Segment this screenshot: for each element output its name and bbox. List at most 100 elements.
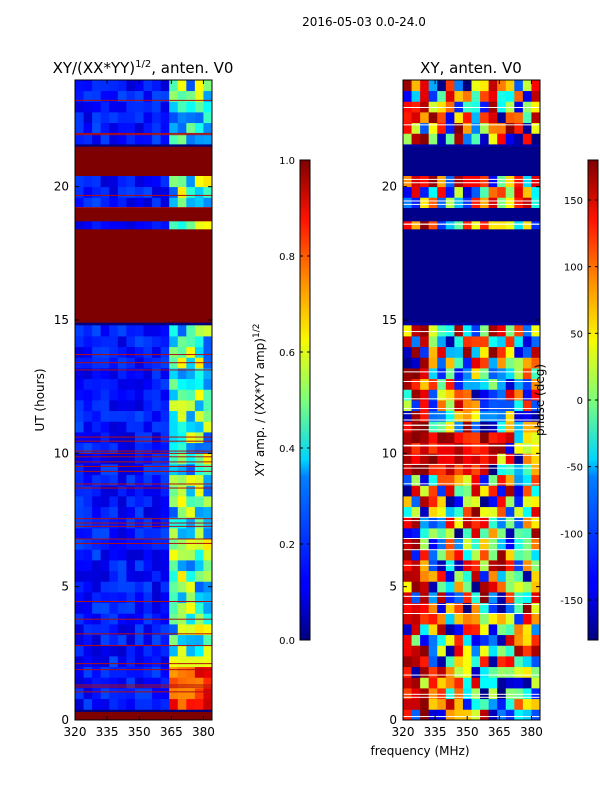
heatmap-cell: [497, 602, 507, 614]
heatmap-cell: [83, 656, 93, 668]
heatmap-cell: [471, 432, 481, 444]
heatmap-cell: [480, 666, 490, 678]
heatmap-cell: [480, 485, 490, 497]
heatmap-cell: [428, 656, 438, 668]
heatmap-cell: [480, 464, 490, 476]
heatmap-cell: [411, 453, 421, 465]
heatmap-cell: [194, 464, 204, 476]
heatmap-cell: [505, 506, 515, 518]
heatmap-cell: [117, 176, 127, 188]
heatmap-cell: [522, 496, 532, 508]
heatmap-cell: [75, 421, 84, 433]
heatmap-cell: [186, 389, 196, 401]
heatmap-cell: [194, 592, 204, 604]
heatmap-cell: [411, 570, 421, 582]
heatmap-cell: [203, 389, 212, 401]
heatmap-cell: [505, 453, 515, 465]
heatmap-cell: [505, 186, 515, 198]
heatmap-cell: [531, 432, 540, 444]
heatmap-cell: [454, 549, 464, 561]
heatmap-cell: [488, 378, 498, 390]
colorbar-tick-label: 50: [570, 329, 583, 340]
heatmap-cell: [531, 400, 540, 412]
flagged-line: [403, 520, 540, 522]
heatmap-cell: [437, 357, 447, 369]
heatmap-cell: [134, 80, 144, 92]
heatmap-cell: [109, 677, 119, 689]
heatmap-cell: [462, 197, 472, 209]
heatmap-cell: [100, 133, 110, 145]
heatmap-cell: [522, 400, 532, 412]
heatmap-cell: [83, 677, 93, 689]
heatmap-cell: [505, 197, 515, 209]
heatmap-cell: [403, 570, 412, 582]
heatmap-cell: [522, 677, 532, 689]
heatmap-cell: [488, 357, 498, 369]
heatmap-cell: [411, 666, 421, 678]
heatmap-cell: [497, 485, 507, 497]
heatmap-cell: [505, 336, 515, 348]
heatmap-cell: [437, 90, 447, 102]
heatmap-cell: [75, 506, 84, 518]
heatmap-cell: [75, 464, 84, 476]
heatmap-cell: [92, 80, 102, 92]
heatmap-cell: [100, 528, 110, 540]
heatmap-cell: [177, 698, 187, 710]
heatmap-cell: [454, 677, 464, 689]
heatmap-cell: [445, 517, 455, 529]
heatmap-cell: [497, 698, 507, 710]
heatmap-cell: [177, 634, 187, 646]
heatmap-cell: [497, 325, 507, 337]
heatmap-cell: [83, 197, 93, 209]
heatmap-cell: [420, 176, 430, 188]
heatmap-cell: [152, 656, 162, 668]
heatmap-cell: [152, 634, 162, 646]
heatmap-cell: [497, 666, 507, 678]
heatmap-cell: [531, 549, 540, 561]
heatmap-cell: [411, 346, 421, 358]
heatmap-cell: [531, 101, 540, 113]
heatmap-cell: [480, 325, 490, 337]
heatmap-cell: [497, 688, 507, 700]
heatmap-cell: [126, 218, 136, 230]
left-title-exponent: 1/2: [135, 59, 151, 70]
flagged-line: [403, 595, 540, 597]
heatmap-cell: [480, 496, 490, 508]
heatmap-cell: [117, 218, 127, 230]
heatmap-cell: [428, 517, 438, 529]
heatmap-cell: [100, 325, 110, 337]
heatmap-cell: [126, 410, 136, 422]
heatmap-cell: [100, 186, 110, 198]
heatmap-cell: [462, 80, 472, 92]
flagged-line: [403, 203, 540, 205]
heatmap-cell: [514, 570, 524, 582]
heatmap-cell: [531, 357, 540, 369]
heatmap-cell: [160, 677, 170, 689]
heatmap-cell: [497, 506, 507, 518]
heatmap-cell: [522, 506, 532, 518]
heatmap-cell: [462, 602, 472, 614]
heatmap-cell: [160, 442, 170, 454]
heatmap-cell: [203, 656, 212, 668]
heatmap-cell: [411, 80, 421, 92]
heatmap-cell: [522, 186, 532, 198]
heatmap-cell: [152, 570, 162, 582]
heatmap-cell: [126, 592, 136, 604]
heatmap-cell: [428, 389, 438, 401]
heatmap-cell: [186, 485, 196, 497]
heatmap-cell: [117, 698, 127, 710]
heatmap-cell: [471, 496, 481, 508]
heatmap-cell: [92, 592, 102, 604]
heatmap-cell: [505, 176, 515, 188]
heatmap-cell: [83, 496, 93, 508]
heatmap-cell: [514, 528, 524, 540]
heatmap-cell: [454, 698, 464, 710]
heatmap-cell: [92, 570, 102, 582]
heatmap-cell: [100, 453, 110, 465]
heatmap-cell: [488, 496, 498, 508]
heatmap-cell: [471, 624, 481, 636]
flagged-line: [75, 450, 212, 452]
cb-label-main: XY amp. / (XX*YY amp): [253, 338, 267, 476]
heatmap-cell: [462, 656, 472, 668]
heatmap-cell: [454, 528, 464, 540]
